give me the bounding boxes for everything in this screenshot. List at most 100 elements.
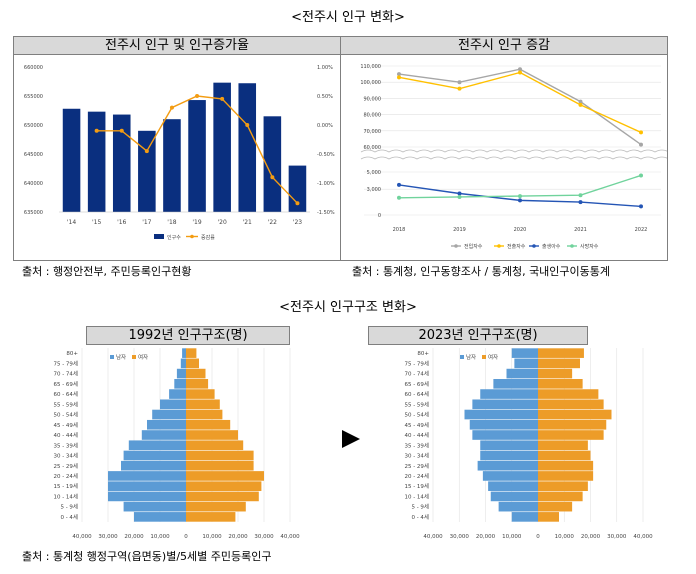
right-tick-label: 0.50% [317, 94, 333, 100]
age-group-label: 70 - 74세 [53, 370, 78, 378]
male-bar [182, 348, 186, 358]
male-bar [141, 430, 186, 440]
legend-female-swatch [132, 355, 136, 359]
legend-label: 사망자수 [580, 243, 599, 250]
legend-female-swatch [482, 355, 486, 359]
series-point-1 [578, 102, 583, 107]
female-bar [186, 440, 244, 451]
female-bar [538, 430, 604, 440]
legend-marker [532, 244, 536, 248]
male-bar [160, 399, 186, 410]
female-bar [538, 450, 591, 461]
source-note-3: 출처 : 통계청 행정구역(읍면동)별/5세별 주민등록인구 [22, 550, 272, 563]
female-bar [538, 471, 594, 481]
male-bar [152, 409, 186, 420]
male-bar [108, 471, 186, 481]
male-bar [121, 460, 186, 471]
x-tick-label: 30,000 [607, 534, 627, 540]
series-point-3 [518, 194, 522, 199]
legend-marker [570, 244, 574, 248]
x-tick-label: 10,000 [502, 534, 522, 540]
age-group-label: 10 - 14세 [53, 492, 78, 500]
series-point-2 [639, 204, 643, 209]
age-group-label: 55 - 59세 [53, 400, 78, 408]
female-bar [186, 419, 231, 430]
series-point-1 [639, 130, 643, 135]
population-bar [163, 119, 181, 212]
growth-rate-point [295, 201, 300, 206]
male-bar [493, 379, 538, 389]
series-point-2 [518, 198, 522, 203]
x-tick-label: 2021 [574, 227, 587, 233]
male-bar [482, 471, 538, 481]
male-bar [472, 430, 538, 440]
x-tick-label: 20,000 [476, 534, 496, 540]
legend-bar-label: 인구수 [167, 234, 181, 241]
male-bar [176, 368, 186, 379]
y-tick-label: 70,000 [364, 129, 382, 135]
age-group-label: 80+ [417, 351, 429, 357]
x-tick-label: 10,000 [555, 534, 575, 540]
female-bar [186, 460, 254, 471]
male-bar [464, 409, 538, 420]
x-tick-label: '17 [142, 219, 151, 226]
y-tick-label: 3,000 [367, 187, 381, 193]
age-group-label: 50 - 54세 [404, 411, 429, 419]
x-tick-label: 20,000 [228, 534, 248, 540]
right-tick-label: 0.00% [317, 123, 333, 129]
series-point-0 [457, 80, 462, 85]
male-bar [180, 358, 186, 369]
x-tick-label: 2022 [635, 227, 648, 233]
legend-female-label: 여자 [488, 353, 498, 361]
female-bar [538, 440, 588, 451]
female-bar [186, 512, 236, 522]
x-tick-label: 40,000 [423, 534, 443, 540]
age-group-label: 5 - 9세 [411, 503, 429, 511]
y-tick-label: 60,000 [364, 145, 382, 151]
female-bar [538, 460, 594, 471]
left-tick-label: 645000 [24, 152, 43, 158]
female-bar [538, 399, 604, 410]
legend-label: 전입자수 [464, 243, 483, 250]
female-bar [186, 348, 197, 358]
age-group-label: 15 - 19세 [404, 482, 429, 490]
age-group-label: 70 - 74세 [404, 370, 429, 378]
series-point-3 [578, 193, 583, 198]
female-bar [186, 368, 206, 379]
female-bar [186, 379, 209, 389]
x-tick-label: '15 [92, 219, 101, 226]
male-bar [469, 419, 538, 430]
series-point-3 [397, 195, 401, 200]
male-bar [490, 491, 538, 502]
x-tick-label: '14 [67, 219, 76, 226]
x-tick-label: '21 [243, 219, 252, 226]
age-group-label: 60 - 64세 [53, 390, 78, 398]
population-bar [213, 82, 231, 212]
male-bar [134, 512, 186, 522]
series-point-2 [578, 200, 583, 205]
x-tick-label: 10,000 [150, 534, 170, 540]
age-group-label: 5 - 9세 [60, 503, 78, 511]
female-bar [186, 481, 262, 491]
growth-rate-point [220, 96, 225, 101]
y-tick-label: 5,000 [367, 170, 381, 176]
male-bar [128, 440, 186, 451]
male-bar [169, 389, 186, 399]
arrow-right-icon [342, 430, 360, 448]
age-group-label: 25 - 29세 [404, 462, 429, 470]
female-bar [186, 399, 220, 410]
male-bar [498, 501, 538, 512]
series-point-1 [397, 75, 401, 80]
age-group-label: 45 - 49세 [404, 421, 429, 429]
right-tick-label: -0.50% [317, 152, 335, 158]
age-group-label: 65 - 69세 [53, 380, 78, 388]
male-bar [480, 389, 538, 399]
left-tick-label: 660000 [24, 65, 43, 71]
female-bar [186, 409, 223, 420]
population-bar [238, 83, 257, 213]
pyramid-1992-title: 1992년 인구구조(명) [86, 326, 290, 345]
female-bar [186, 491, 259, 502]
x-tick-label: '19 [192, 219, 201, 226]
male-bar [511, 512, 538, 522]
y-tick-label: 110,000 [360, 64, 381, 70]
